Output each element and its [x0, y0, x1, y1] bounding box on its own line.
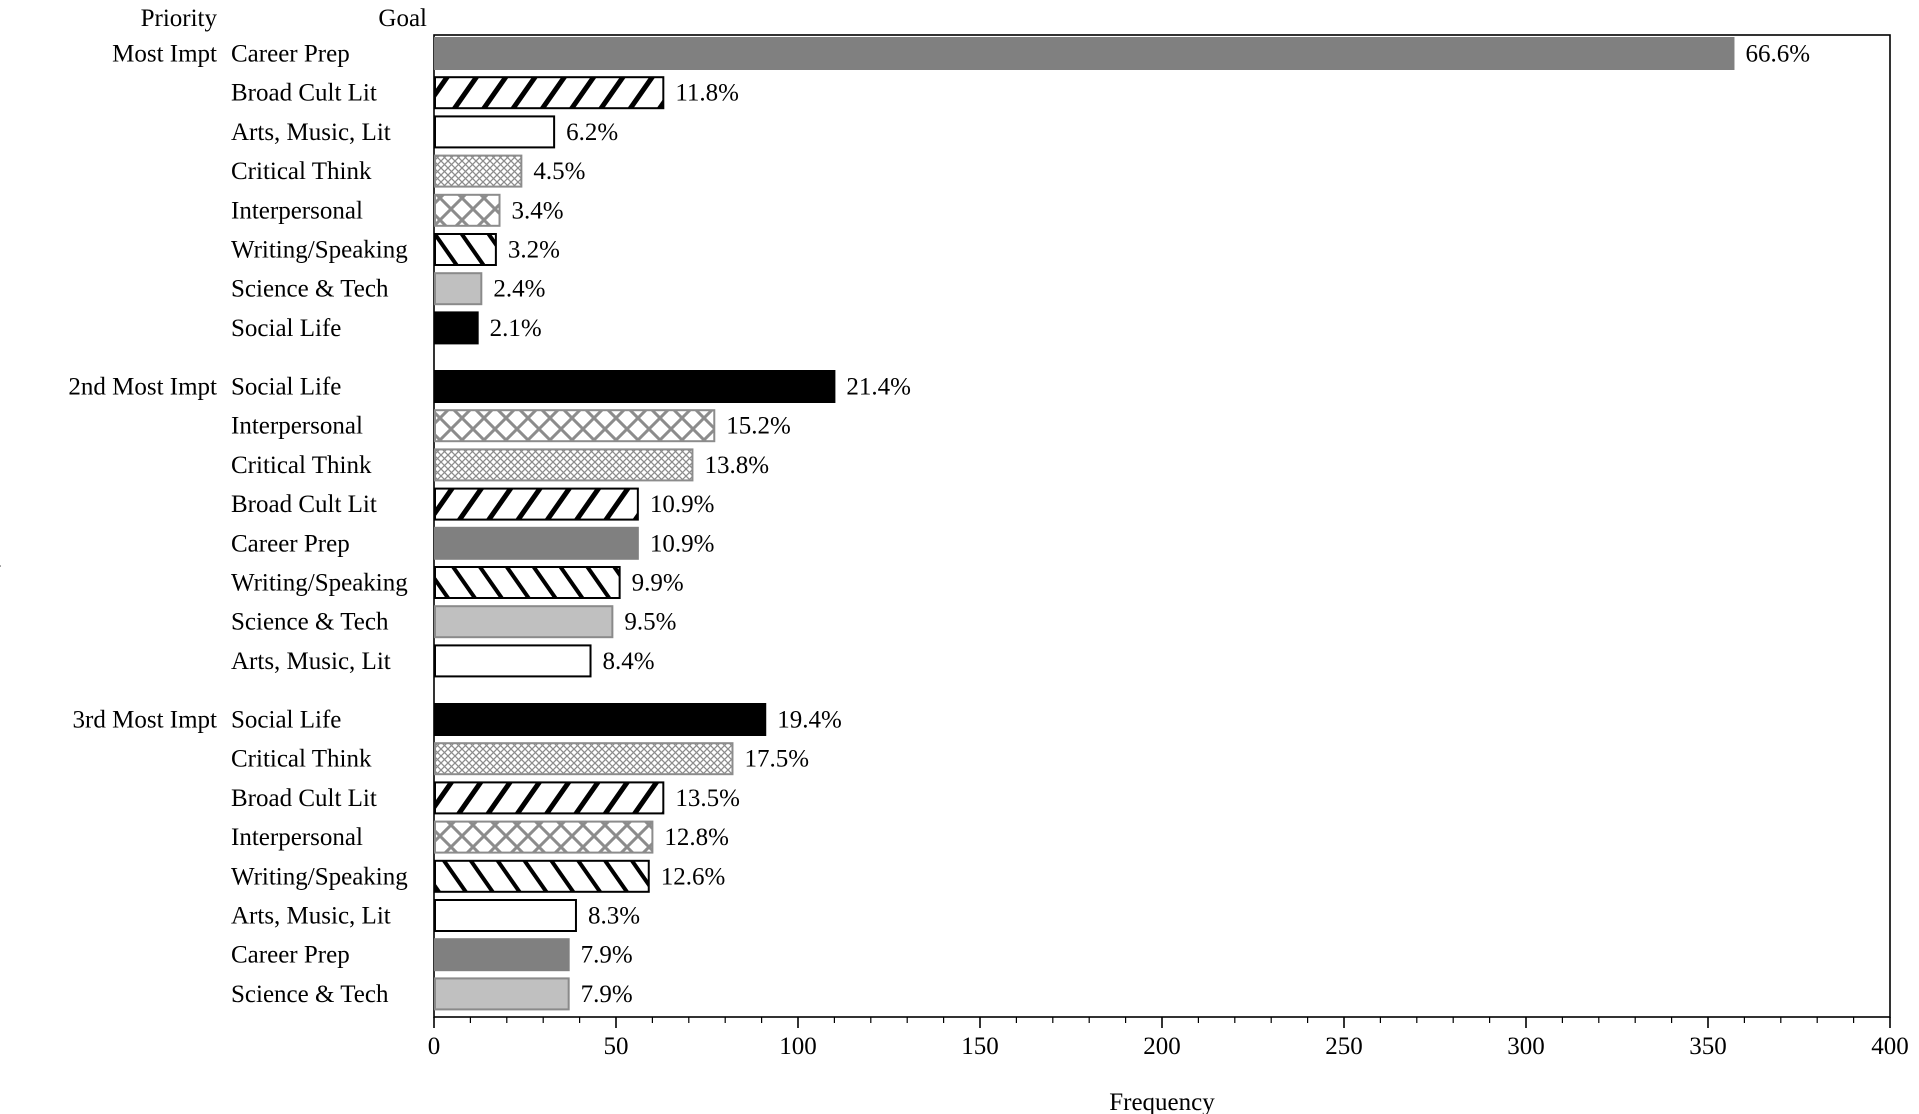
data-label: 9.5% — [624, 609, 676, 636]
goal-label: Writing/Speaking — [231, 237, 408, 264]
x-tick-label: 300 — [1507, 1033, 1545, 1060]
bar — [434, 605, 614, 639]
data-label: 6.2% — [566, 119, 618, 146]
bar — [434, 370, 836, 403]
data-label: 10.9% — [650, 491, 715, 518]
goal-label: Arts, Music, Lit — [231, 903, 391, 930]
data-label: 2.4% — [493, 276, 545, 303]
bar — [434, 115, 556, 149]
data-label: 7.9% — [581, 942, 633, 969]
goal-label: Critical Think — [231, 158, 372, 185]
data-label: 12.6% — [661, 863, 726, 890]
goal-label: Science & Tech — [231, 609, 389, 636]
x-tick-label: 250 — [1325, 1033, 1363, 1060]
bar — [434, 938, 570, 972]
x-tick-label: 50 — [604, 1033, 629, 1060]
x-axis-title: Frequency — [1109, 1089, 1215, 1114]
data-label: 8.3% — [588, 903, 640, 930]
data-label: 3.4% — [512, 197, 564, 224]
data-label: 4.5% — [533, 158, 585, 185]
bar — [434, 37, 1735, 70]
goal-label: Arts, Music, Lit — [231, 648, 391, 675]
x-tick-label: 0 — [428, 1033, 441, 1060]
bar — [434, 977, 570, 1011]
data-label: 13.8% — [704, 452, 769, 479]
bar — [434, 899, 577, 932]
goal-label: Broad Cult Lit — [231, 785, 377, 812]
goal-label: Interpersonal — [231, 824, 363, 851]
goal-label: Interpersonal — [231, 413, 363, 440]
goal-label: Social Life — [231, 707, 341, 734]
goal-label: Critical Think — [231, 452, 372, 479]
data-label: 11.8% — [675, 80, 739, 107]
goal-label: Broad Cult Lit — [231, 80, 377, 107]
plot-frame — [433, 34, 1891, 1018]
priority-label: 3rd Most Impt — [73, 707, 218, 734]
bar — [434, 781, 665, 815]
bar — [434, 409, 716, 443]
priority-header: Priority — [141, 5, 218, 32]
goal-label: Writing/Speaking — [231, 570, 408, 597]
bar — [434, 566, 621, 599]
data-label: 3.2% — [508, 237, 560, 264]
bar — [434, 448, 694, 482]
x-tick-label: 150 — [961, 1033, 999, 1060]
bar — [434, 193, 501, 227]
bar — [434, 820, 654, 854]
data-label: 21.4% — [846, 374, 911, 401]
goal-label: Career Prep — [231, 942, 350, 969]
bar — [434, 311, 479, 345]
goal-label: Critical Think — [231, 746, 372, 773]
bar — [434, 272, 483, 306]
data-label: 17.5% — [744, 746, 809, 773]
bar — [434, 487, 639, 521]
bar — [434, 233, 497, 266]
data-label: 8.4% — [603, 648, 655, 675]
goal-label: Social Life — [231, 315, 341, 342]
data-label: 19.4% — [777, 707, 842, 734]
goal-label: Interpersonal — [231, 197, 363, 224]
priority-label: Most Impt — [112, 41, 217, 68]
data-label: 12.8% — [664, 824, 729, 851]
bar — [434, 644, 592, 678]
bar — [434, 526, 639, 560]
data-label: 2.1% — [490, 315, 542, 342]
goal-label: Career Prep — [231, 530, 350, 557]
page-number: 4 — [0, 558, 6, 569]
goal-header: Goal — [378, 5, 427, 32]
x-tick-label: 100 — [779, 1033, 817, 1060]
goal-label: Broad Cult Lit — [231, 491, 377, 518]
bar — [434, 154, 523, 188]
bar — [434, 703, 767, 736]
x-tick-label: 200 — [1143, 1033, 1181, 1060]
goal-label: Science & Tech — [231, 981, 389, 1008]
data-label: 66.6% — [1745, 41, 1810, 68]
data-label: 15.2% — [726, 413, 791, 440]
bar — [434, 76, 665, 110]
goal-label: Career Prep — [231, 41, 350, 68]
goal-label: Writing/Speaking — [231, 863, 408, 890]
data-label: 9.9% — [632, 570, 684, 597]
bar — [434, 859, 650, 893]
goal-label: Arts, Music, Lit — [231, 119, 391, 146]
x-tick-label: 400 — [1871, 1033, 1909, 1060]
data-label: 10.9% — [650, 530, 715, 557]
data-label: 13.5% — [675, 785, 740, 812]
goal-label: Social Life — [231, 374, 341, 401]
data-label: 7.9% — [581, 981, 633, 1008]
goal-label: Science & Tech — [231, 276, 389, 303]
priority-label: 2nd Most Impt — [68, 374, 217, 401]
bar — [434, 742, 734, 776]
x-tick-label: 350 — [1689, 1033, 1727, 1060]
